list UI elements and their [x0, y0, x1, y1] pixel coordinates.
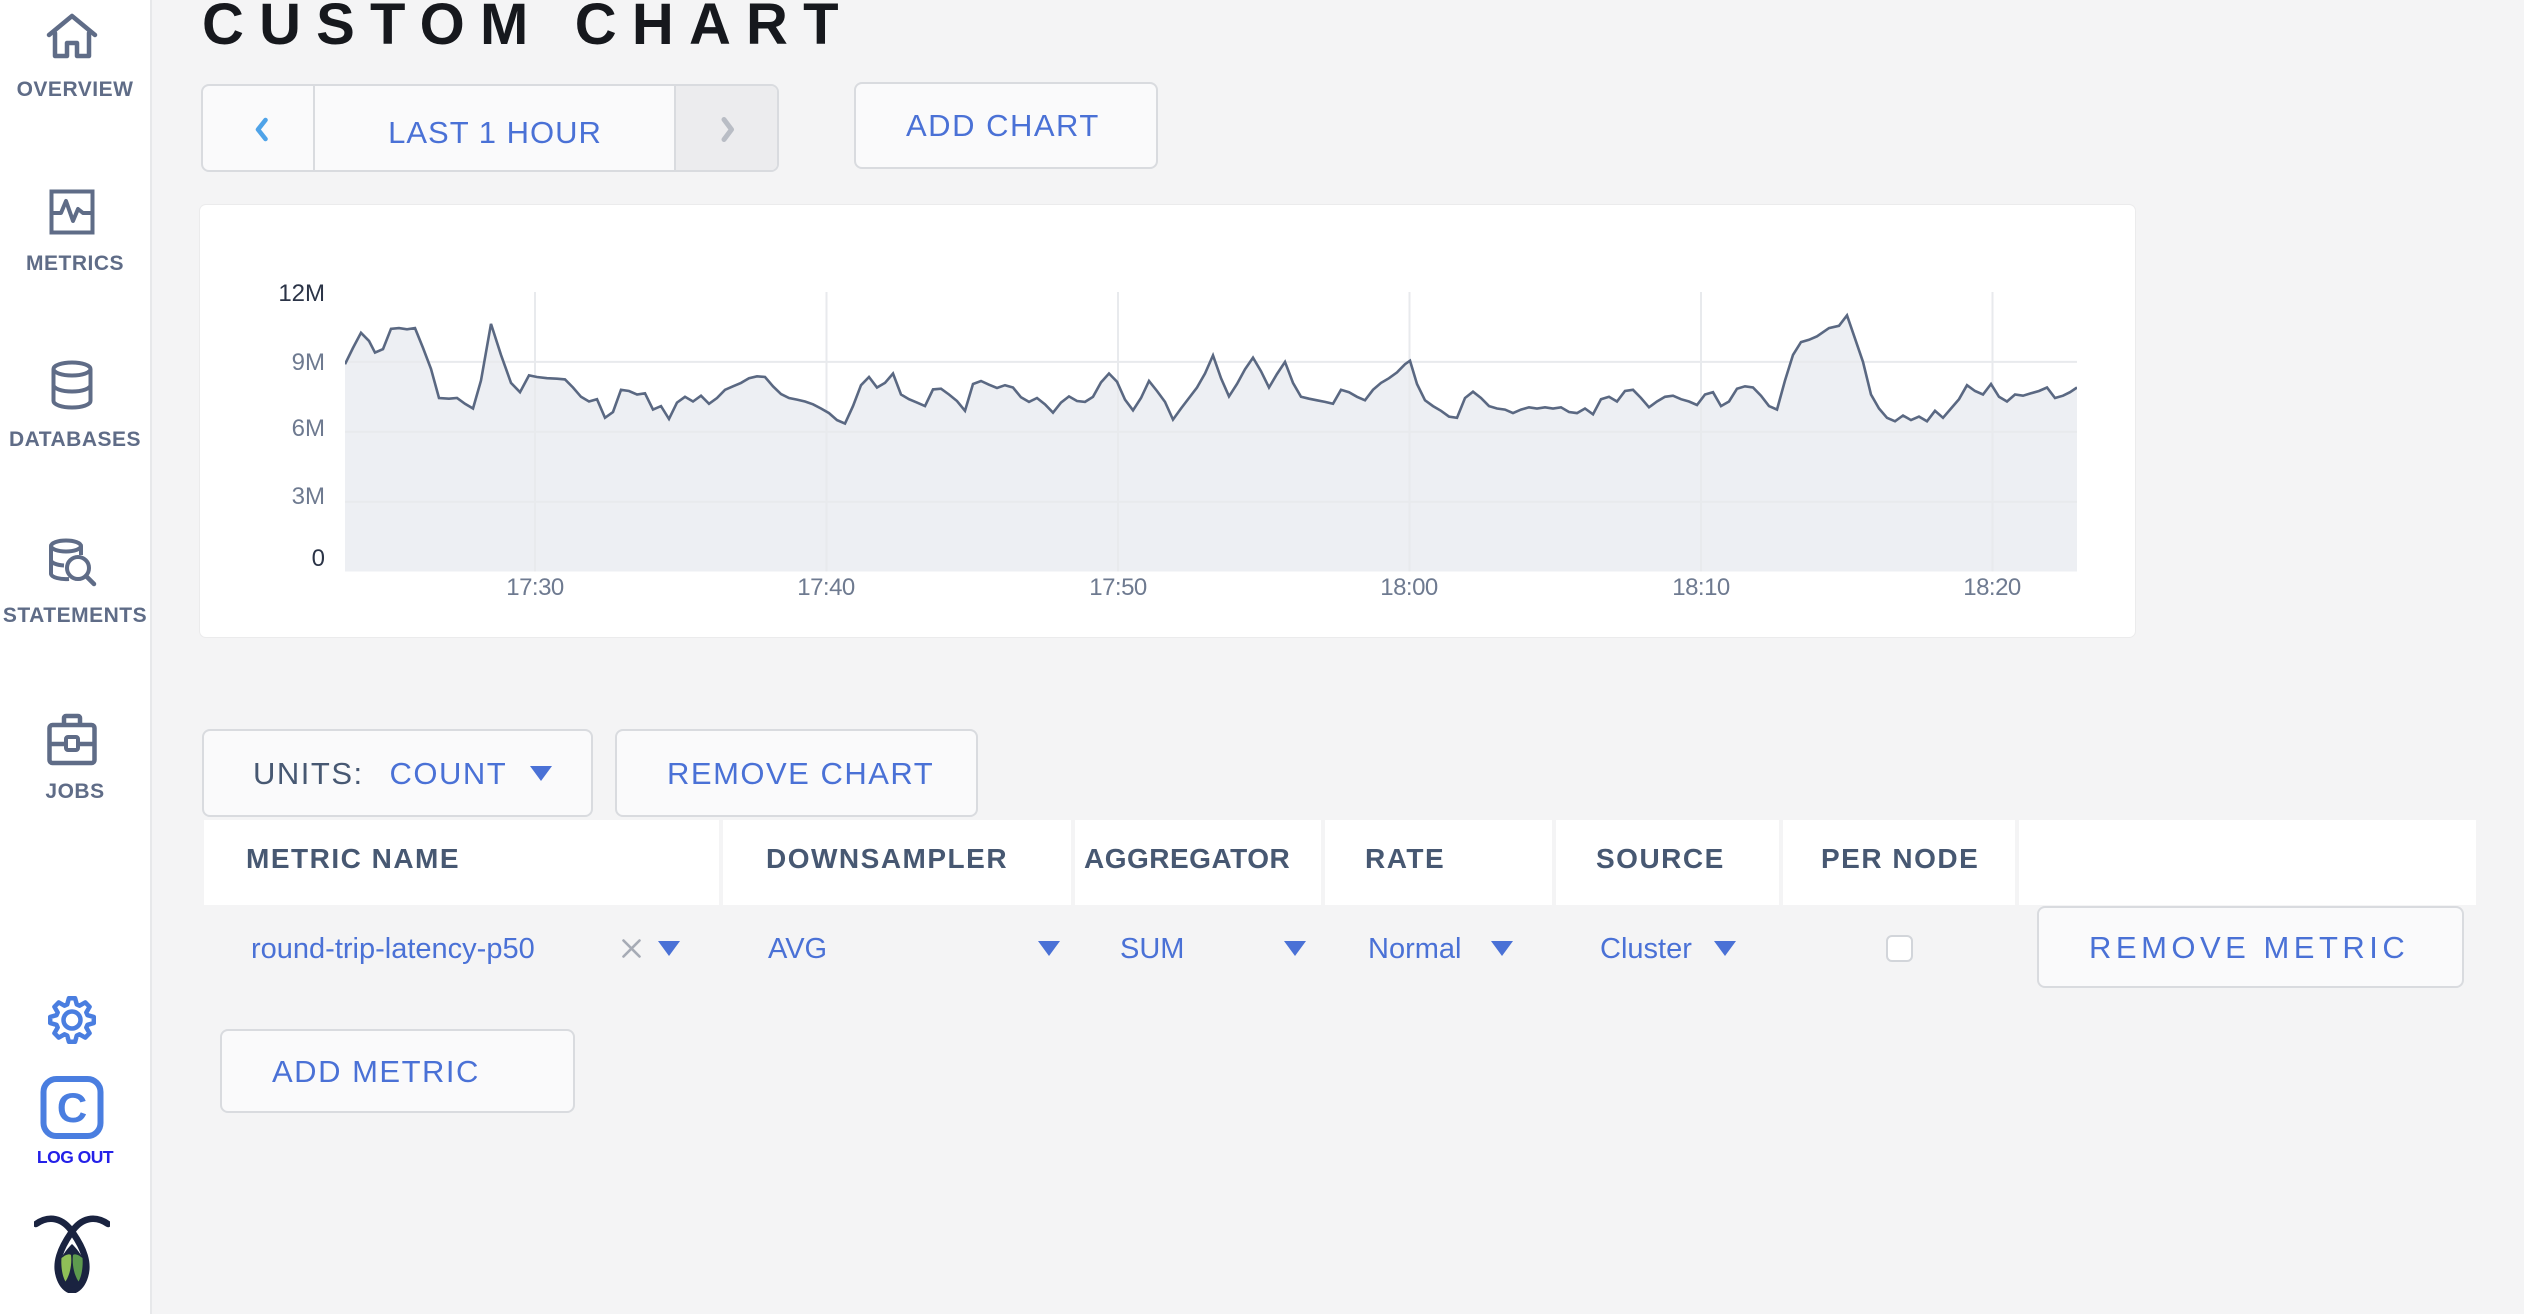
- svg-text:C: C: [57, 1084, 87, 1131]
